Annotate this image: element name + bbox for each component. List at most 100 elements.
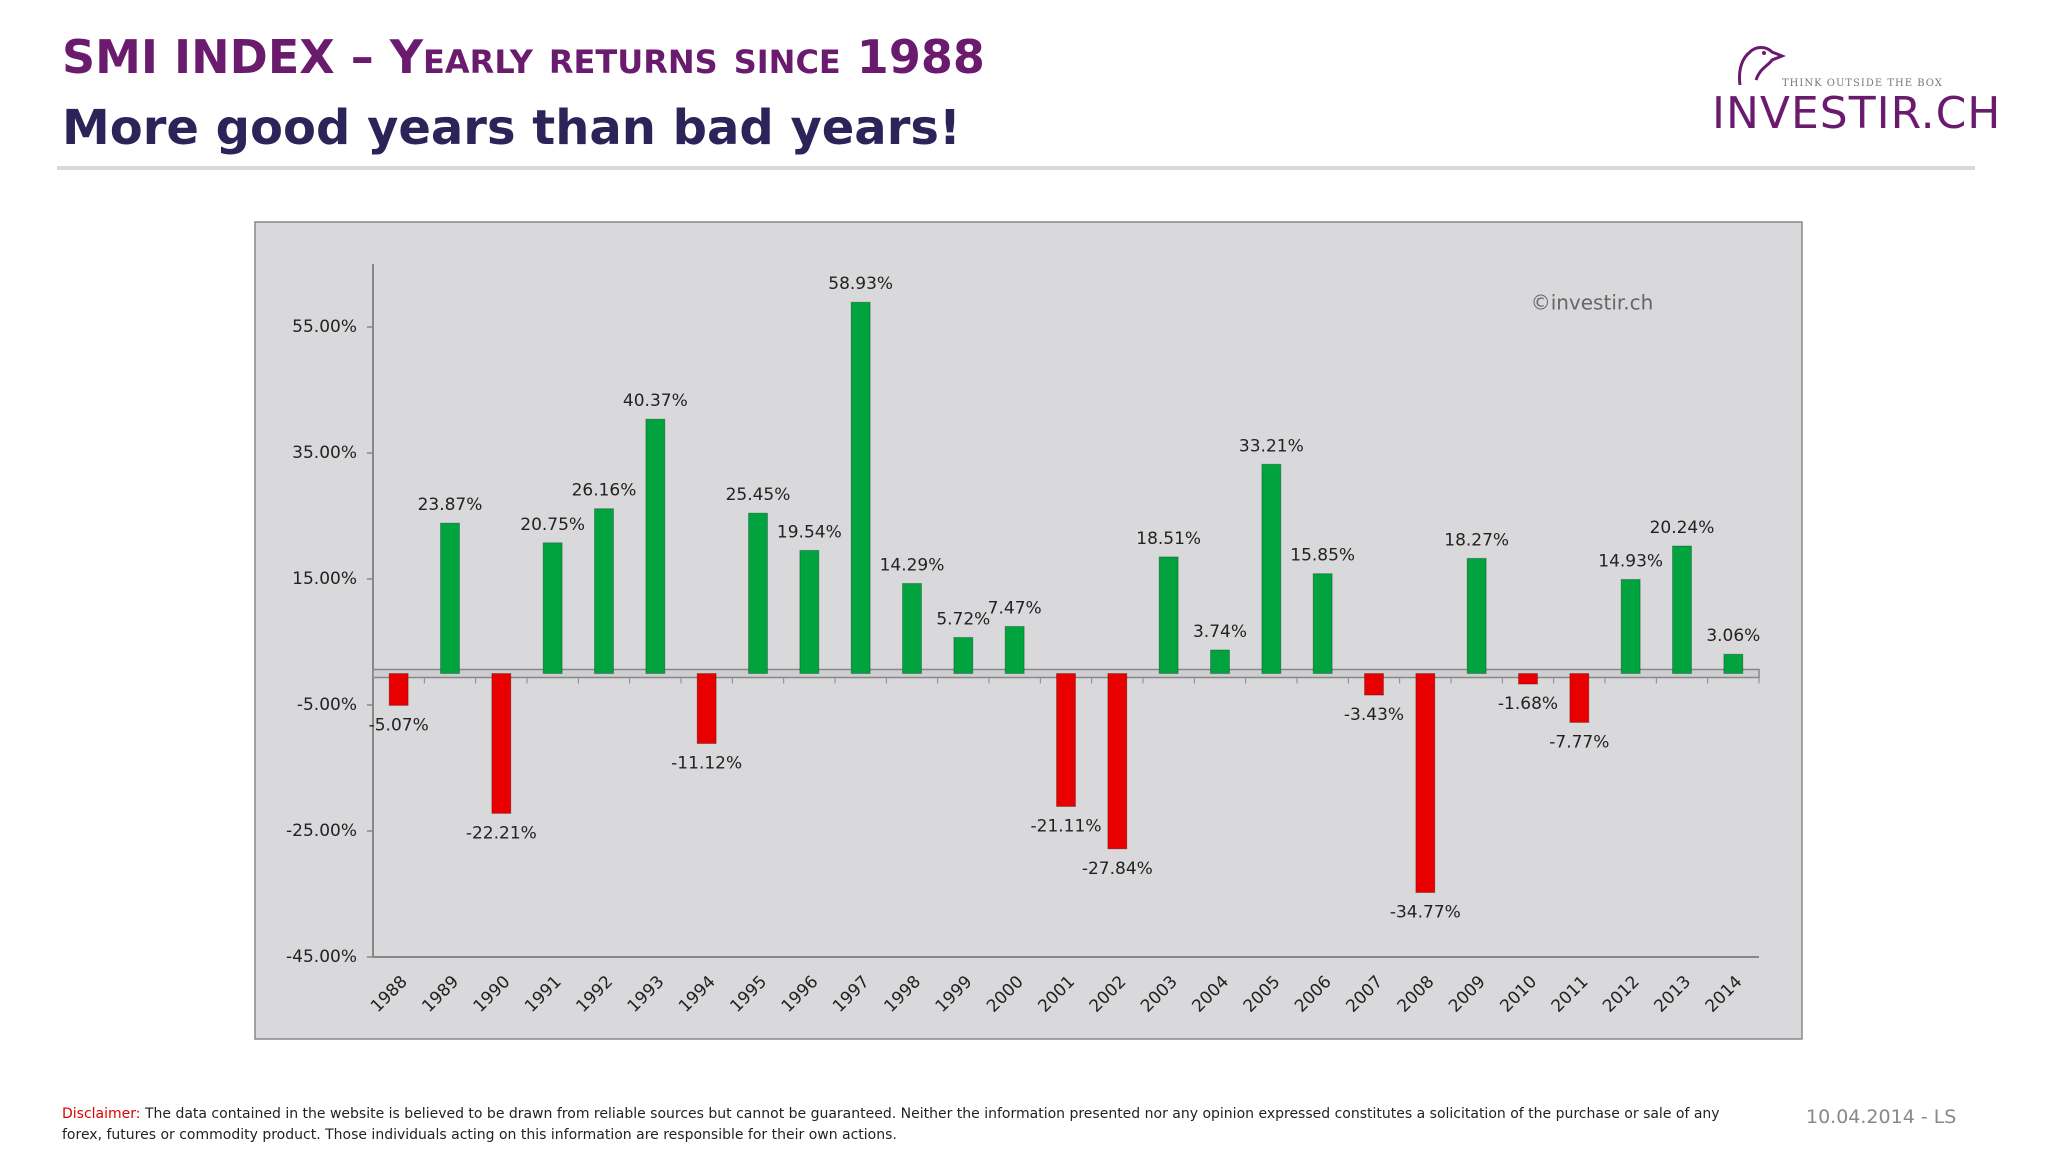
bar [1210,649,1230,674]
x-tick-label: 2011 [1548,972,1593,1017]
x-tick-label: 1992 [572,972,617,1017]
x-tick-label: 1999 [932,972,977,1017]
data-label: 14.93% [1598,551,1663,571]
bar [1107,673,1128,850]
date: 10.04.2014 - LS [1806,1106,1957,1128]
bar [1569,673,1590,723]
x-tick-label: 2012 [1599,972,1644,1017]
bar [953,636,974,674]
disclaimer-text: The data contained in the website is bel… [62,1106,1720,1143]
x-tick-label: 2003 [1137,972,1182,1017]
disclaimer: Disclaimer: The data contained in the we… [62,1104,1742,1146]
y-tick-label: 15.00% [292,569,357,589]
chart-frame [254,221,1803,1040]
x-tick-label: 1993 [624,972,669,1017]
bar [1415,673,1436,894]
bar [440,522,460,675]
x-tick-label: 2001 [1034,972,1079,1017]
x-tick-label: 1988 [367,972,412,1017]
bar [1620,578,1641,674]
data-label: 40.37% [623,391,688,411]
x-tick-label: 2013 [1650,972,1695,1017]
x-tick-label: 1995 [726,972,771,1017]
data-label: 19.54% [777,522,842,542]
x-tick-label: 2000 [983,972,1028,1017]
data-label: -7.77% [1549,732,1609,752]
x-tick-label: 2006 [1291,972,1336,1017]
title: SMI INDEX – Yearly returns since 1988 [62,30,985,84]
subtitle: More good years than bad years! [62,100,961,156]
y-tick-label: 55.00% [292,317,357,337]
watermark: ©investir.ch [1531,291,1654,315]
logo-text: INVESTIR.CH [1712,88,2002,139]
x-tick-label: 2014 [1702,972,1747,1017]
data-label: -5.07% [369,715,429,735]
bar [1004,625,1025,675]
x-tick-label: 2005 [1240,972,1285,1017]
x-tick-label: 2004 [1188,972,1233,1017]
y-tick-label: -45.00% [286,947,357,967]
data-label: 25.45% [726,485,791,505]
x-tick-label: 1990 [470,972,515,1017]
bar [902,582,922,675]
bar [748,512,768,674]
divider [57,166,1975,170]
data-label: -22.21% [466,823,537,843]
bar [1723,653,1744,674]
bar [1364,673,1384,696]
bar [594,508,614,674]
data-label: -3.43% [1344,705,1404,725]
bar [696,673,717,745]
x-tick-label: 2009 [1445,972,1490,1017]
bar [1056,673,1076,807]
x-tick-label: 2007 [1342,972,1387,1017]
bar [799,549,820,675]
data-label: 26.16% [572,481,637,501]
bar [1518,673,1538,685]
data-label: 58.93% [828,274,893,294]
data-label: 3.06% [1706,626,1760,646]
data-label: -11.12% [671,754,742,774]
x-tick-label: 1991 [521,972,566,1017]
x-tick-label: 1997 [829,972,874,1017]
bar [1672,545,1692,674]
x-tick-label: 2002 [1086,972,1131,1017]
x-tick-label: 1994 [675,972,720,1017]
data-label: 7.47% [988,598,1042,618]
data-label: 33.21% [1239,436,1304,456]
data-label: 20.24% [1650,518,1715,538]
x-tick-label: 1996 [778,972,823,1017]
data-label: -21.11% [1031,816,1102,836]
x-tick-label: 2010 [1496,972,1541,1017]
logo-tagline: THINK OUTSIDE THE BOX [1782,78,1943,89]
y-tick-label: -5.00% [297,695,357,715]
bar [542,542,563,675]
y-tick-label: -25.00% [286,821,357,841]
data-label: 15.85% [1290,546,1355,566]
data-label: -34.77% [1390,903,1461,923]
bar [491,673,512,814]
data-label: 18.51% [1136,529,1201,549]
data-label: 3.74% [1193,622,1247,642]
x-tick-label: 1989 [418,972,463,1017]
x-tick-label: 1998 [880,972,925,1017]
bar [1312,573,1333,675]
bar [1158,556,1179,675]
data-label: 5.72% [936,609,990,629]
bar [1261,463,1282,675]
bar [388,673,409,706]
bar [1466,557,1487,674]
data-label: -1.68% [1498,694,1558,714]
bar [850,301,871,674]
data-label: 14.29% [880,555,945,575]
disclaimer-label: Disclaimer: [62,1106,141,1122]
data-label: 18.27% [1444,530,1509,550]
logo-icon [1738,46,1787,86]
data-label: -27.84% [1082,859,1153,879]
logo[interactable]: THINK OUTSIDE THE BOX INVESTIR.CH [1712,40,2000,139]
x-tick-label: 2008 [1394,972,1439,1017]
zero-plane [372,668,1760,679]
data-label: 23.87% [418,495,483,515]
